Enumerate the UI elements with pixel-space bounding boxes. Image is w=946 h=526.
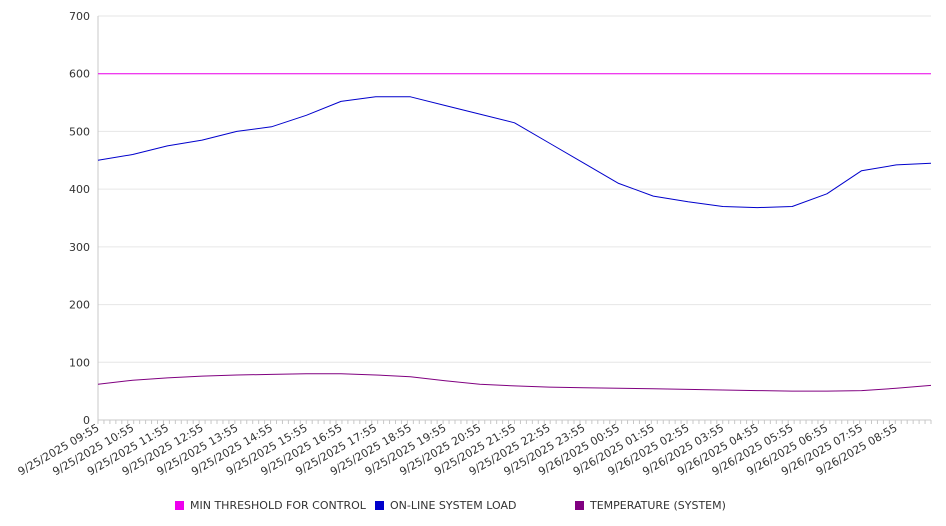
y-tick-label-200: 200 <box>69 299 90 312</box>
y-tick-label-0: 0 <box>83 414 90 427</box>
y-tick-label-600: 600 <box>69 68 90 81</box>
legend-swatch <box>575 501 584 510</box>
legend: MIN THRESHOLD FOR CONTROL ON-LINE SYSTEM … <box>175 499 726 512</box>
legend-label: MIN THRESHOLD FOR CONTROL <box>190 499 367 512</box>
series-line-temperature-system <box>97 373 932 392</box>
y-tick-label-100: 100 <box>69 356 90 369</box>
grid-layer <box>98 15 931 363</box>
y-tick-label-500: 500 <box>69 125 90 138</box>
legend-label: ON-LINE SYSTEM LOAD <box>390 499 516 512</box>
y-tick-label-700: 700 <box>69 10 90 23</box>
series-layer <box>97 73 932 392</box>
legend-swatch <box>175 501 184 510</box>
y-tick-label-400: 400 <box>69 183 90 196</box>
legend-label: TEMPERATURE (SYSTEM) <box>589 499 726 512</box>
series-line-on-line-system-load <box>97 96 932 209</box>
legend-swatch <box>375 501 384 510</box>
y-tick-label-300: 300 <box>69 241 90 254</box>
